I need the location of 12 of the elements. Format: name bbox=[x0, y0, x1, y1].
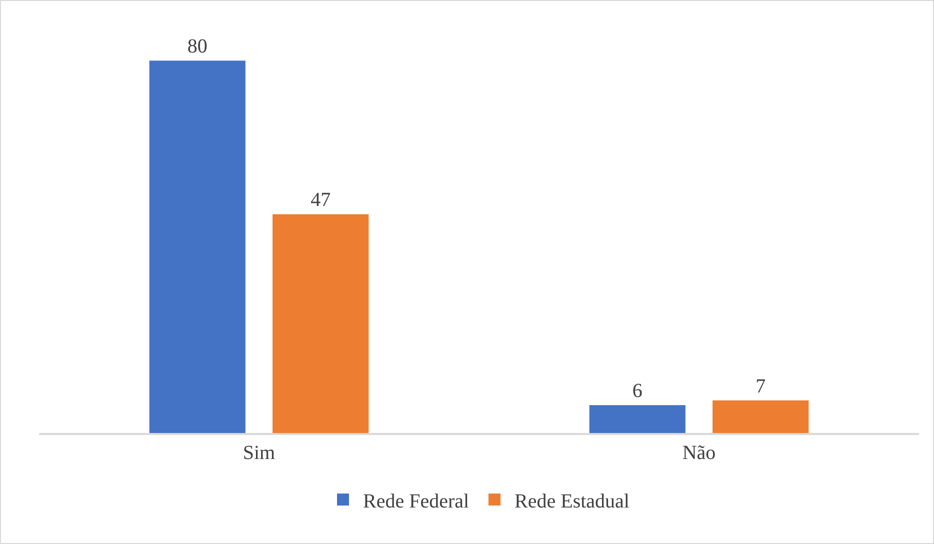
x-tick-label: Sim bbox=[242, 442, 276, 464]
data-label: 6 bbox=[632, 380, 642, 402]
bar bbox=[712, 400, 809, 433]
bar bbox=[149, 60, 246, 433]
legend-label: Rede Estadual bbox=[514, 490, 630, 512]
data-label: 80 bbox=[187, 36, 208, 58]
data-label: 47 bbox=[310, 189, 331, 212]
bar bbox=[589, 405, 686, 433]
bar bbox=[272, 214, 369, 433]
legend-label: Rede Federal bbox=[363, 490, 470, 512]
x-tick-label: Não bbox=[682, 442, 716, 464]
data-label: 7 bbox=[756, 375, 766, 398]
